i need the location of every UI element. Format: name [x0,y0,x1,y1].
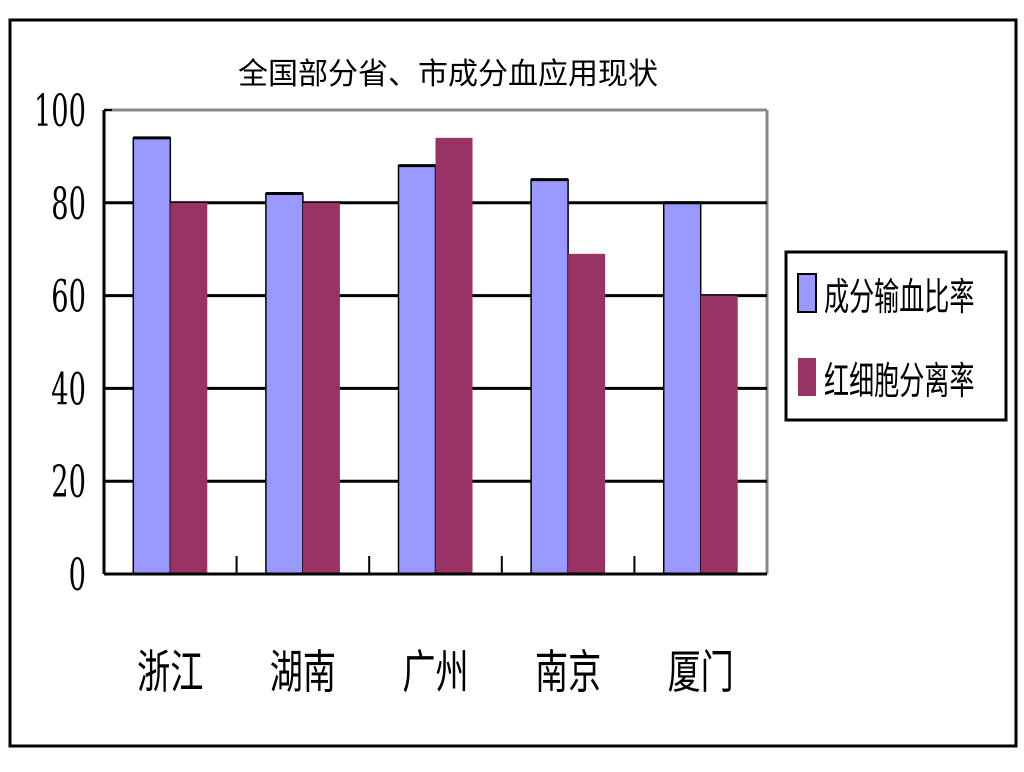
bar [568,253,606,574]
bar [170,202,208,575]
bar [435,137,473,574]
bar [700,295,738,574]
y-tick-labels: 0 20 40 60 80 100 [34,85,86,601]
legend-label: 成分输血比率 [824,275,974,320]
x-tick-label: 南京 [535,647,601,700]
y-tick-label: 20 [51,456,86,508]
y-tick-label: 0 [69,549,86,601]
bar [302,202,340,575]
bar [132,137,172,575]
x-tick-label: 湖南 [270,647,336,700]
legend-swatch [798,358,816,396]
axes [102,109,767,576]
y-tick-label: 60 [51,271,86,323]
x-tick-labels: 浙江 湖南 广州 南京 厦门 [137,647,734,700]
x-tick-label: 厦门 [668,647,734,700]
y-tick-label: 80 [51,178,86,230]
bar [662,202,702,575]
bar [265,192,304,575]
y-tick-label: 100 [34,85,86,137]
bar [397,164,437,575]
y-tick-label: 40 [51,364,86,416]
x-tick-label: 浙江 [137,647,203,700]
legend-swatch [797,273,817,313]
legend-label: 红细胞分离率 [824,359,974,404]
x-tick-label: 广州 [402,647,468,700]
legend-box [784,250,1008,422]
chart-title: 全国部分省、市成分血应用现状 [238,57,658,92]
bar [530,178,569,575]
